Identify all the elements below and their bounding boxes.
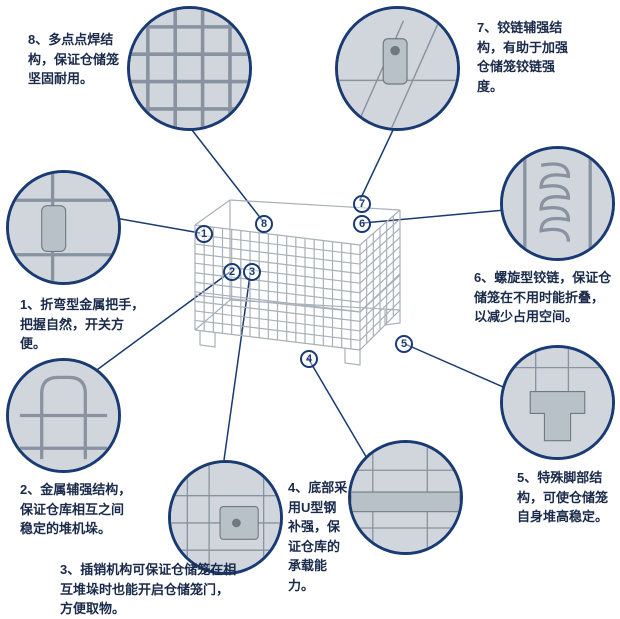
marker-4: 4	[300, 350, 318, 368]
detail-circle-1	[6, 170, 121, 285]
spot-weld-icon	[130, 9, 249, 128]
detail-circle-4	[348, 440, 463, 555]
callout-5: 5、特殊脚部结构，可使仓储笼自身堆高稳定。	[517, 468, 612, 527]
marker-5: 5	[395, 335, 413, 353]
marker-8: 8	[255, 215, 273, 233]
folding-handle-icon	[9, 173, 118, 282]
detail-circle-8	[127, 6, 252, 131]
callout-8: 8、多点点焊结构，保证仓储笼坚固耐用。	[28, 30, 128, 89]
callout-6: 6、螺旋型铰链，保证仓储笼在不用时能折叠，以减少占用空间。	[474, 268, 614, 327]
callout-3: 3、插销机构可保证仓储笼在相互堆垛时也能开启仓储笼门，方便取物。	[60, 560, 238, 619]
reinforcement-bar-icon	[9, 361, 118, 470]
spiral-hinge-icon	[503, 149, 612, 258]
cage-drawing	[180, 180, 420, 380]
detail-circle-5	[500, 345, 615, 460]
callout-1: 1、折弯型金属把手，把握自然，开关方便。	[20, 295, 145, 354]
marker-1: 1	[195, 225, 213, 243]
callout-2: 2、金属辅强结构，保证仓库相互之间稳定的堆机垛。	[20, 480, 135, 539]
marker-2: 2	[223, 263, 241, 281]
latch-mechanism-icon	[171, 463, 280, 572]
central-product	[180, 180, 420, 380]
detail-circle-7	[335, 6, 460, 131]
diagram-canvas: 12345678 1、折弯型金属把手，把握自然，开关方便。2、金属辅强结构，保证…	[0, 0, 620, 608]
marker-3: 3	[243, 263, 261, 281]
detail-circle-6	[500, 146, 615, 261]
detail-circle-3	[168, 460, 283, 575]
marker-6: 6	[353, 215, 371, 233]
callout-4: 4、底部采用U型钢补强，保证仓库的承载能力。	[288, 478, 348, 595]
foot-structure-icon	[503, 348, 612, 457]
callout-7: 7、铰链辅强结构，有助于加强仓储笼铰链强度。	[477, 18, 572, 96]
u-steel-bottom-icon	[351, 443, 460, 552]
detail-circle-2	[6, 358, 121, 473]
hinge-reinforce-icon	[338, 9, 457, 128]
marker-7: 7	[353, 195, 371, 213]
